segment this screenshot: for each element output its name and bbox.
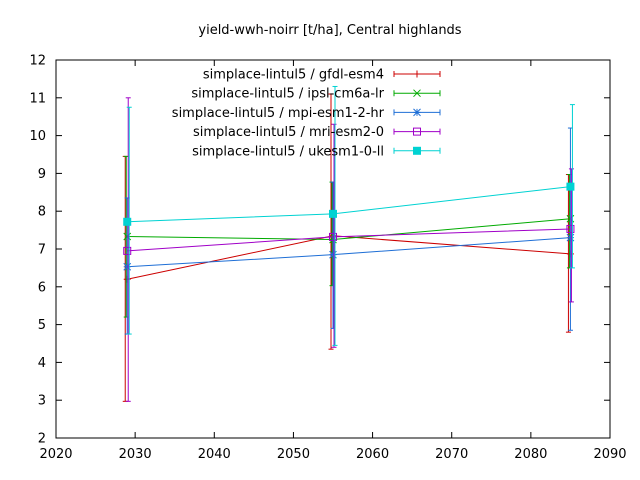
data-point-3-0: [123, 246, 132, 255]
legend-label-0: simplace-lintul5 / gfdl-esm4: [203, 68, 384, 83]
x-tick-label-7: 2090: [593, 447, 626, 462]
legend-marker-0: [413, 70, 421, 78]
x-tick-label-2: 2040: [198, 447, 231, 462]
y-tick-label-9: 11: [29, 91, 46, 106]
legend-label-3: simplace-lintul5 / mri-esm2-0: [193, 125, 384, 140]
legend-marker-2: [413, 108, 421, 117]
legend-label-1: simplace-lintul5 / ipsl-cm6a-lr: [191, 87, 384, 102]
y-tick-label-5: 7: [38, 243, 46, 258]
plot-area: 2020 2030 2040 2050 2060 2070 2080 2090 2 3 4 5 6 7 8 9…: [29, 54, 626, 463]
x-tick-label-1: 2030: [119, 447, 152, 462]
y-tick-label-10: 12: [29, 54, 46, 69]
legend-label-2: simplace-lintul5 / mpi-esm1-2-hr: [172, 106, 385, 121]
data-point-3-1: [329, 232, 337, 241]
legend-label-4: simplace-lintul5 / ukesm1-0-ll: [192, 144, 384, 159]
legend-marker-3: [413, 127, 421, 136]
legend-marker-1: [413, 89, 421, 98]
x-tick-label-3: 2050: [277, 447, 310, 462]
y-tick-label-6: 8: [38, 205, 46, 220]
data-point-4-2: [566, 182, 575, 191]
y-tick-label-0: 2: [38, 432, 46, 447]
x-tick-label-5: 2070: [435, 447, 468, 462]
series-3: [123, 97, 575, 402]
y-tick-label-4: 6: [38, 280, 46, 295]
y-tick-label-7: 9: [38, 167, 46, 182]
x-tick-label-6: 2080: [514, 447, 547, 462]
x-tick-label-4: 2060: [356, 447, 389, 462]
legend: simplace-lintul5 / gfdl-esm4 simplace-lin…: [172, 68, 441, 159]
series-line-4: [127, 186, 571, 223]
series-4: [123, 85, 575, 346]
y-tick-label-8: 10: [29, 129, 46, 144]
legend-marker-4: [413, 146, 421, 155]
data-point-4-0: [123, 217, 132, 226]
series-line-3: [127, 228, 571, 252]
data-point-3-2: [566, 224, 575, 233]
x-tick-label-0: 2020: [39, 447, 72, 462]
y-tick-label-2: 4: [38, 356, 46, 371]
chart-title: yield-wwh-noirr [t/ha], Central highland…: [198, 23, 461, 38]
y-tick-label-1: 3: [38, 394, 46, 409]
data-point-4-1: [329, 209, 337, 218]
series-0: [122, 93, 574, 402]
y-tick-label-3: 5: [38, 318, 46, 333]
series-line-2: [127, 237, 571, 268]
